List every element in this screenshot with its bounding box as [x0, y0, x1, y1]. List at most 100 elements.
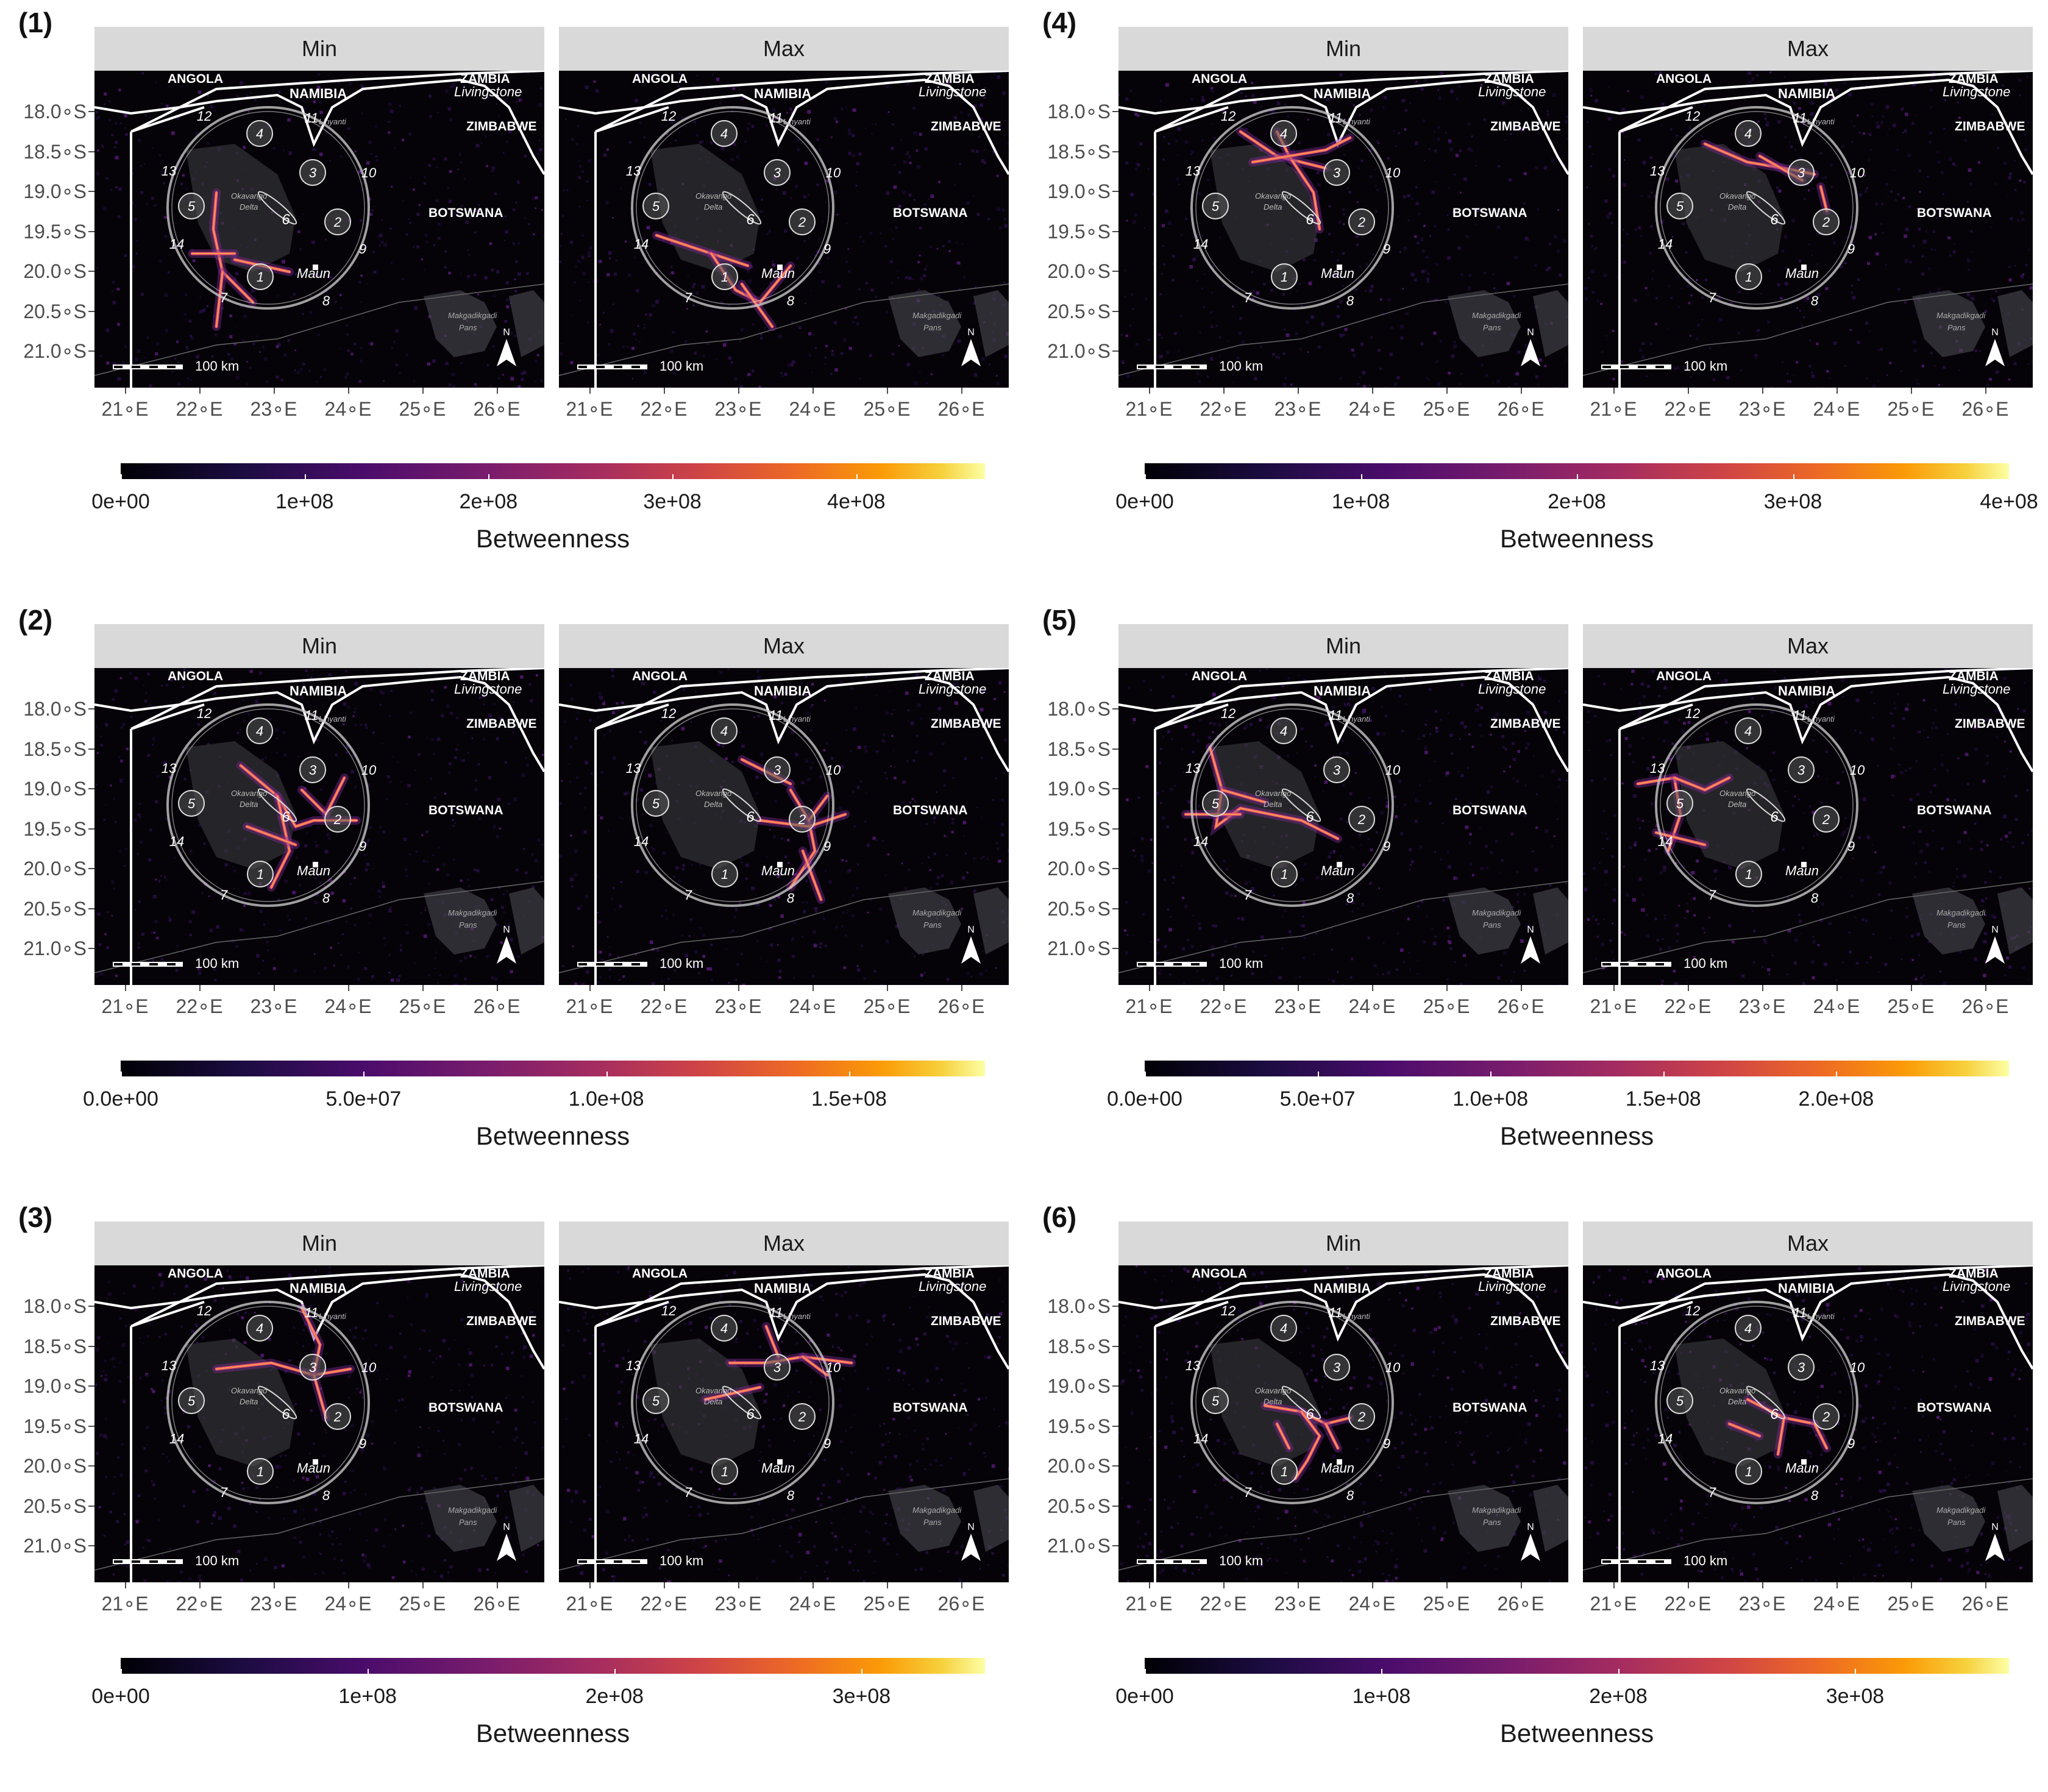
lat-tick	[88, 271, 94, 272]
lon-tick-label: 26∘E	[1952, 397, 2019, 421]
lat-tick	[1112, 788, 1118, 789]
lon-tick-label: 25∘E	[853, 397, 920, 421]
lon-tick-label: 25∘E	[853, 995, 920, 1018]
place-label-angola: ANGOLA	[1656, 72, 1712, 86]
place-label-okavango: Okavango	[231, 1386, 267, 1395]
lat-tick-label: 18.0∘S	[13, 697, 87, 720]
ring-number-8: 8	[1811, 1488, 1819, 1503]
ring-number-10: 10	[1850, 1360, 1865, 1375]
lon-tick	[125, 388, 126, 394]
lon-tick-label: 21∘E	[556, 1592, 623, 1615]
region-label-1: 1	[1281, 867, 1288, 882]
ring-number-7: 7	[1244, 887, 1252, 903]
facet-strip-max: Max	[1583, 624, 2033, 668]
lon-tick-label: 26∘E	[1487, 1592, 1554, 1615]
ring-number-10: 10	[361, 763, 377, 778]
region-label-1: 1	[257, 867, 264, 882]
place-label-namibia: NAMIBIA	[290, 1281, 347, 1296]
place-label-zimbabwe: ZIMBABWE	[931, 717, 1001, 731]
colorbar-tick-label: 0.0e+00	[83, 1087, 158, 1111]
lat-tick-label: 20.5∘S	[1037, 300, 1111, 323]
north-label: N	[967, 1522, 975, 1532]
place-label-namibia: NAMIBIA	[1314, 86, 1371, 101]
lat-tick	[88, 788, 94, 789]
lon-tick-label: 22∘E	[630, 995, 697, 1018]
lon-tick-label: 24∘E	[1339, 397, 1406, 421]
place-label-pans: Pans	[923, 1518, 942, 1527]
ring-number-7: 7	[220, 1485, 228, 1500]
place-label-makgadikgadi: Makgadikgadi	[912, 908, 962, 917]
region-label-2: 2	[1357, 812, 1365, 827]
lon-tick-label: 25∘E	[1413, 397, 1480, 421]
ring-number-12: 12	[1221, 706, 1236, 721]
place-label-botswana: BOTSWANA	[1917, 1401, 1992, 1415]
colorbar	[1145, 1658, 2009, 1674]
colorbar-tick-label: 1e+08	[1332, 490, 1390, 514]
lat-tick	[1112, 1385, 1118, 1387]
lat-tick-label: 19.0∘S	[13, 777, 87, 800]
lon-tick	[1446, 388, 1448, 394]
lon-tick	[1836, 985, 1838, 991]
lon-tick-label: 21∘E	[1580, 397, 1647, 421]
region-label-1: 1	[1745, 1464, 1752, 1479]
ring-number-9: 9	[1383, 241, 1390, 257]
region-label-5: 5	[652, 796, 660, 811]
place-label-delta: Delta	[1728, 202, 1746, 212]
place-label-namibia: NAMIBIA	[1778, 1281, 1835, 1296]
ring-number-11: 11	[1793, 110, 1807, 126]
place-label-livingstone: Livingstone	[1943, 84, 2010, 99]
place-label-delta: Delta	[1264, 202, 1282, 212]
scale-bar-label: 100 km	[1219, 1553, 1263, 1568]
place-label-linyanti: Linyanti	[1343, 714, 1371, 724]
ring-number-14: 14	[169, 236, 184, 252]
place-label-namibia: NAMIBIA	[754, 1281, 811, 1296]
lon-tick	[1298, 985, 1299, 991]
colorbar-tick	[1618, 1669, 1620, 1674]
lon-tick-label: 23∘E	[240, 397, 307, 421]
place-label-pans: Pans	[923, 920, 942, 930]
colorbar-tick-label: 0e+00	[1115, 1685, 1174, 1708]
ring-number-13: 13	[162, 761, 177, 776]
ring-number-10: 10	[826, 165, 841, 180]
lon-tick-label: 23∘E	[1729, 995, 1796, 1018]
lat-tick-label: 19.5∘S	[13, 220, 87, 243]
place-label-pans: Pans	[1483, 1518, 1501, 1527]
maun-marker	[777, 862, 783, 867]
colorbar-tick	[861, 1669, 862, 1674]
lon-tick	[497, 1582, 498, 1588]
place-label-makgadikgadi: Makgadikgadi	[1936, 908, 1986, 917]
lat-tick-label: 21.0∘S	[1037, 1534, 1111, 1557]
place-label-okavango: Okavango	[1719, 191, 1755, 201]
ring-number-8: 8	[322, 293, 330, 308]
lon-tick-label: 21∘E	[556, 995, 623, 1018]
place-label-namibia: NAMIBIA	[1778, 86, 1835, 101]
place-label-botswana: BOTSWANA	[893, 1401, 968, 1415]
lon-tick	[664, 1582, 665, 1588]
ring-number-8: 8	[1811, 891, 1819, 906]
region-label-2: 2	[333, 812, 341, 827]
lon-tick-label: 25∘E	[389, 1592, 456, 1615]
place-label-linyanti: Linyanti	[319, 1312, 347, 1321]
scale-bar-label: 100 km	[660, 956, 703, 971]
scale-bar	[113, 1559, 183, 1564]
place-label-delta: Delta	[240, 1397, 258, 1406]
place-label-livingstone: Livingstone	[454, 681, 522, 697]
ring-number-13: 13	[1186, 163, 1201, 179]
place-label-namibia: NAMIBIA	[1778, 683, 1835, 699]
scale-bar	[1137, 364, 1207, 369]
place-label-zimbabwe: ZIMBABWE	[466, 119, 536, 133]
lat-tick	[88, 868, 94, 869]
region-label-5: 5	[1212, 199, 1220, 214]
place-label-delta: Delta	[240, 800, 258, 809]
place-label-angola: ANGOLA	[168, 669, 223, 683]
colorbar-tick	[1361, 474, 1362, 479]
north-arrow-icon	[497, 1534, 516, 1561]
north-arrow-icon	[961, 339, 981, 366]
colorbar-tick-label: 1.5e+08	[1626, 1087, 1701, 1111]
lon-tick	[1688, 985, 1689, 991]
region-label-6: 6	[746, 1406, 755, 1423]
